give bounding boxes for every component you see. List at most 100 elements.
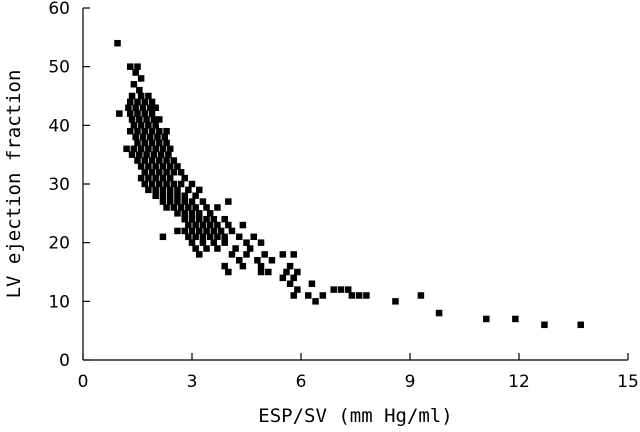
data-point xyxy=(286,262,294,270)
data-point xyxy=(116,110,123,117)
data-point xyxy=(143,116,150,123)
y-tick-label: 40 xyxy=(48,116,70,136)
data-point xyxy=(170,169,178,176)
data-point xyxy=(130,145,138,153)
data-point xyxy=(203,227,210,235)
data-point xyxy=(188,180,196,188)
data-point xyxy=(148,169,156,176)
data-point xyxy=(165,151,172,158)
data-point xyxy=(435,309,443,317)
x-tick-label: 12 xyxy=(508,372,530,392)
data-point xyxy=(232,245,239,252)
data-point xyxy=(243,239,250,246)
data-point xyxy=(283,268,290,276)
data-point xyxy=(159,192,167,199)
data-point xyxy=(177,204,185,211)
data-point xyxy=(206,221,214,229)
data-point xyxy=(134,127,141,135)
data-point xyxy=(174,198,181,205)
data-point xyxy=(156,157,163,164)
data-point xyxy=(134,98,141,106)
x-tick-label: 6 xyxy=(296,372,307,392)
data-point xyxy=(188,210,196,217)
data-point xyxy=(417,292,425,299)
data-point xyxy=(196,210,203,217)
y-tick-label: 20 xyxy=(48,234,70,254)
data-point xyxy=(146,104,154,111)
data-point xyxy=(166,186,174,194)
data-point xyxy=(145,174,152,182)
data-point xyxy=(141,98,149,106)
data-point xyxy=(170,157,178,164)
data-point xyxy=(156,127,163,135)
data-point xyxy=(181,198,188,205)
data-point xyxy=(188,239,196,246)
data-point xyxy=(136,86,143,94)
data-point xyxy=(145,186,152,194)
data-point xyxy=(355,292,363,299)
data-point xyxy=(150,116,158,123)
data-point xyxy=(166,163,174,170)
data-point xyxy=(221,239,228,246)
x-tick-label: 9 xyxy=(405,372,416,392)
y-tick-label: 30 xyxy=(48,175,70,195)
data-point xyxy=(156,116,163,123)
data-point xyxy=(128,116,136,123)
data-point xyxy=(261,251,268,258)
data-point xyxy=(141,110,149,117)
data-point xyxy=(143,151,150,158)
data-point xyxy=(152,163,159,170)
data-point xyxy=(146,133,154,141)
data-point xyxy=(163,204,170,211)
data-points xyxy=(114,39,585,329)
data-point xyxy=(152,192,159,199)
data-point xyxy=(290,251,297,258)
data-point xyxy=(199,233,207,241)
data-point xyxy=(392,298,399,305)
data-point xyxy=(166,145,174,153)
data-point xyxy=(188,198,196,205)
data-point xyxy=(199,239,207,246)
data-point xyxy=(152,122,159,129)
data-point xyxy=(137,92,145,100)
data-point xyxy=(141,139,149,147)
data-point xyxy=(228,251,236,258)
data-point xyxy=(577,321,585,329)
data-point xyxy=(239,262,247,270)
data-point xyxy=(243,251,250,258)
data-point xyxy=(159,163,167,170)
y-tick-label: 10 xyxy=(48,292,70,312)
data-point xyxy=(152,186,159,194)
data-point xyxy=(214,245,221,252)
data-point xyxy=(134,63,141,70)
data-point xyxy=(235,233,243,241)
data-point xyxy=(330,286,337,293)
x-tick-label: 3 xyxy=(187,372,198,392)
data-point xyxy=(134,157,141,164)
data-point xyxy=(166,198,174,205)
data-point xyxy=(159,174,167,182)
x-tick-label: 0 xyxy=(78,372,89,392)
y-tick-label: 60 xyxy=(48,0,70,19)
data-point xyxy=(214,233,221,241)
data-point xyxy=(286,280,294,287)
data-point xyxy=(134,139,141,147)
data-point xyxy=(159,186,167,194)
data-point xyxy=(163,169,170,176)
data-point xyxy=(185,233,192,241)
data-point xyxy=(257,262,265,270)
data-point xyxy=(185,204,192,211)
data-point xyxy=(156,139,163,147)
x-ticks: 0 3 6 9 12 15 xyxy=(78,353,639,392)
data-point xyxy=(279,251,287,258)
data-point xyxy=(214,204,221,211)
data-point xyxy=(312,298,319,305)
data-point xyxy=(156,169,163,176)
data-point xyxy=(192,192,199,199)
data-point xyxy=(177,180,185,188)
data-point xyxy=(192,245,199,252)
data-point xyxy=(137,145,145,153)
data-point xyxy=(196,215,203,223)
data-point xyxy=(132,69,139,76)
data-point xyxy=(148,127,156,135)
